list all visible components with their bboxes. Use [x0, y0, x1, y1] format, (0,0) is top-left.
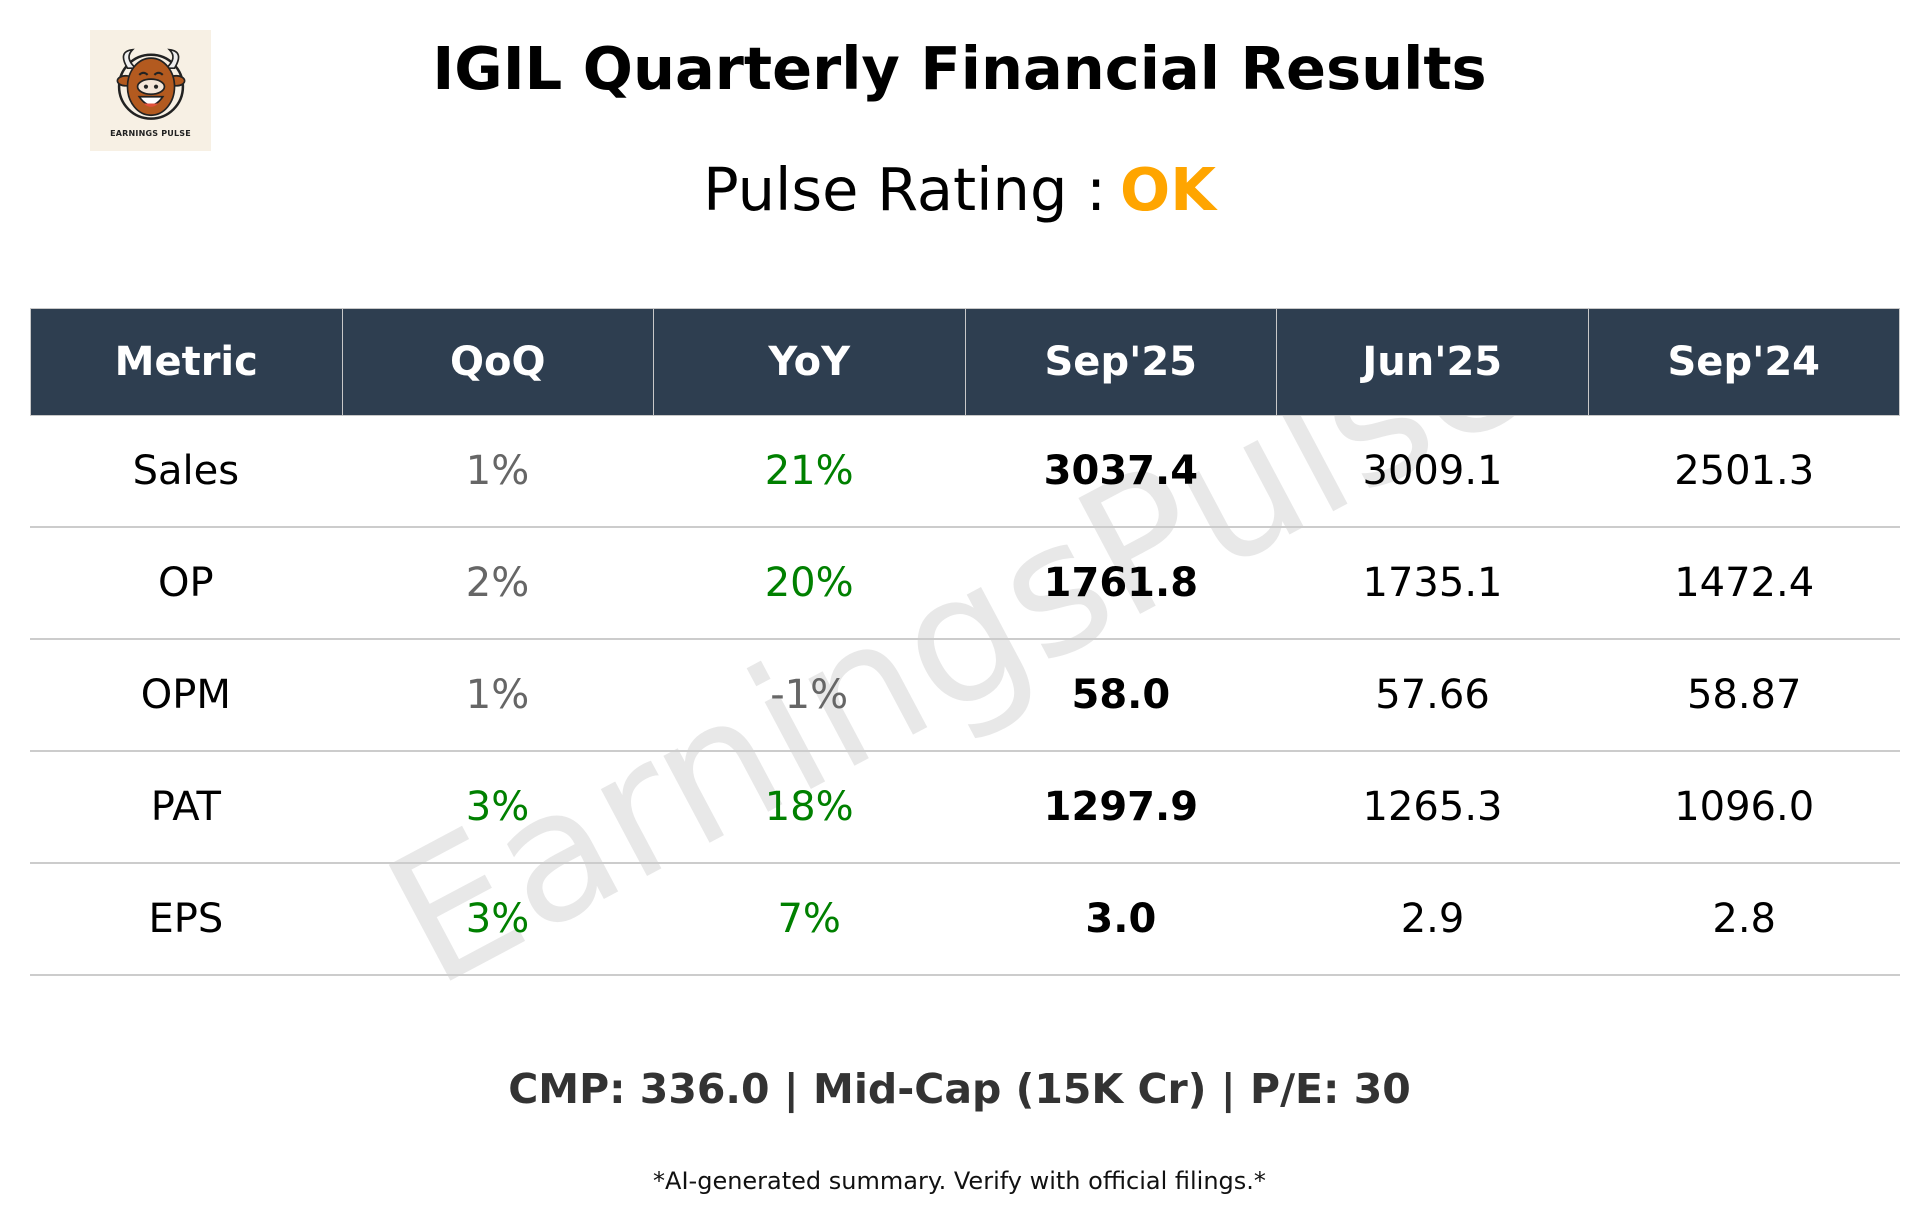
table-row: OP 2% 20% 1761.8 1735.1 1472.4: [30, 528, 1900, 640]
cell-sep24: 1096.0: [1674, 784, 1815, 830]
cell-sep25: 3037.4: [1043, 448, 1199, 494]
column-header-jun25: Jun'25: [1277, 309, 1589, 415]
cell-metric: OP: [158, 560, 214, 606]
table-row: EPS 3% 7% 3.0 2.9 2.8: [30, 864, 1900, 976]
cell-yoy: 18%: [764, 784, 854, 830]
cell-jun25: 1265.3: [1362, 784, 1503, 830]
cell-metric: OPM: [140, 672, 231, 718]
cell-yoy: -1%: [770, 672, 849, 718]
bull-mascot-icon: [116, 48, 185, 120]
table-row: PAT 3% 18% 1297.9 1265.3 1096.0: [30, 752, 1900, 864]
pulse-rating: Pulse Rating : OK: [0, 155, 1919, 224]
cell-metric: PAT: [150, 784, 221, 830]
cell-jun25: 1735.1: [1362, 560, 1503, 606]
cell-sep25: 1297.9: [1043, 784, 1199, 830]
cell-yoy: 21%: [764, 448, 854, 494]
cell-qoq: 2%: [465, 560, 530, 606]
cell-sep24: 1472.4: [1674, 560, 1815, 606]
cell-qoq: 1%: [465, 672, 530, 718]
cell-metric: EPS: [148, 896, 224, 942]
table-row: Sales 1% 21% 3037.4 3009.1 2501.3: [30, 416, 1900, 528]
column-header-qoq: QoQ: [343, 309, 654, 415]
cell-jun25: 2.9: [1400, 896, 1465, 942]
results-table: Metric QoQ YoY Sep'25 Jun'25 Sep'24 Sale…: [30, 308, 1900, 976]
column-header-sep25: Sep'25: [966, 309, 1277, 415]
cell-qoq: 3%: [465, 784, 530, 830]
pulse-rating-value: OK: [1120, 155, 1216, 224]
logo-brand-text: EARNINGS PULSE: [110, 129, 191, 138]
earnings-pulse-logo: EARNINGS PULSE: [90, 30, 211, 151]
cell-jun25: 57.66: [1375, 672, 1490, 718]
pulse-rating-label: Pulse Rating :: [703, 155, 1107, 224]
column-header-yoy: YoY: [654, 309, 966, 415]
table-header: Metric QoQ YoY Sep'25 Jun'25 Sep'24: [30, 308, 1900, 416]
cell-sep24: 58.87: [1686, 672, 1802, 718]
cell-jun25: 3009.1: [1362, 448, 1503, 494]
column-header-metric: Metric: [31, 309, 343, 415]
cell-yoy: 7%: [777, 896, 841, 942]
column-header-sep24: Sep'24: [1667, 339, 1820, 385]
market-summary: CMP: 336.0 | Mid-Cap (15K Cr) | P/E: 30: [508, 1065, 1411, 1113]
cell-qoq: 3%: [465, 896, 530, 942]
cell-sep24: 2501.3: [1674, 448, 1815, 494]
cell-qoq: 1%: [465, 448, 530, 494]
cell-sep24: 2.8: [1712, 896, 1776, 942]
disclaimer: *AI-generated summary. Verify with offic…: [653, 1167, 1266, 1195]
cell-sep25: 1761.8: [1043, 560, 1199, 606]
cell-yoy: 20%: [764, 560, 854, 606]
table-body: Sales 1% 21% 3037.4 3009.1 2501.3 OP 2% 20% 1761.…: [30, 416, 1900, 976]
cell-sep25: 3.0: [1085, 896, 1157, 942]
page-title: IGIL Quarterly Financial Results: [432, 34, 1487, 103]
cell-metric: Sales: [132, 448, 240, 494]
table-row: OPM 1% -1% 58.0 57.66 58.87: [30, 640, 1900, 752]
cell-sep25: 58.0: [1071, 672, 1171, 718]
